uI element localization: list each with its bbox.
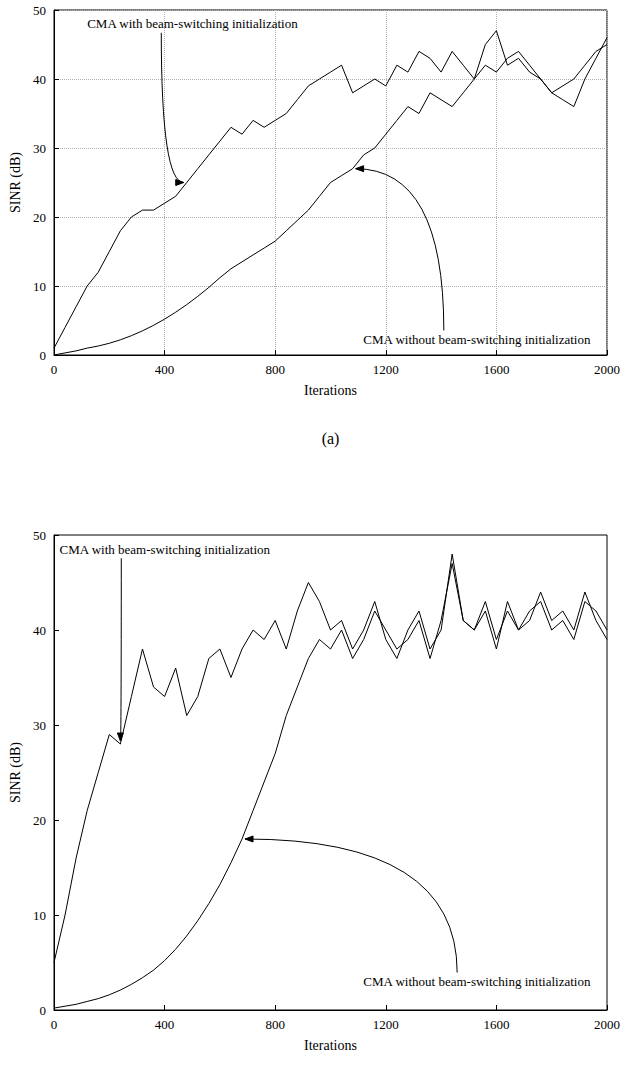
- svg-text:CMA with beam-switching initia: CMA with beam-switching initialization: [60, 542, 271, 557]
- svg-text:50: 50: [33, 3, 46, 18]
- svg-text:0: 0: [51, 1017, 58, 1032]
- svg-text:0: 0: [40, 1003, 47, 1018]
- svg-text:2000: 2000: [594, 362, 620, 377]
- svg-text:400: 400: [155, 362, 175, 377]
- svg-text:800: 800: [265, 1017, 285, 1032]
- svg-text:20: 20: [33, 210, 46, 225]
- svg-text:30: 30: [33, 718, 46, 733]
- svg-text:800: 800: [265, 362, 285, 377]
- svg-text:10: 10: [33, 908, 46, 923]
- svg-text:0: 0: [40, 348, 47, 363]
- svg-text:Iterations: Iterations: [304, 383, 357, 398]
- svg-text:10: 10: [33, 279, 46, 294]
- svg-text:CMA without beam-switching ini: CMA without beam-switching initializatio…: [363, 974, 591, 989]
- svg-text:CMA with beam-switching initia: CMA with beam-switching initialization: [87, 16, 298, 31]
- svg-text:40: 40: [33, 623, 46, 638]
- svg-text:50: 50: [33, 528, 46, 543]
- svg-text:30: 30: [33, 141, 46, 156]
- svg-text:0: 0: [51, 362, 58, 377]
- svg-text:1600: 1600: [483, 362, 509, 377]
- svg-text:1200: 1200: [373, 362, 399, 377]
- svg-text:40: 40: [33, 72, 46, 87]
- svg-text:1200: 1200: [373, 1017, 399, 1032]
- svg-text:SINR (dB): SINR (dB): [8, 742, 24, 803]
- svg-text:2000: 2000: [594, 1017, 620, 1032]
- svg-text:CMA without beam-switching ini: CMA without beam-switching initializatio…: [363, 332, 591, 347]
- svg-text:20: 20: [33, 813, 46, 828]
- svg-text:SINR (dB): SINR (dB): [8, 152, 24, 213]
- svg-text:1600: 1600: [483, 1017, 509, 1032]
- svg-text:Iterations: Iterations: [304, 1038, 357, 1053]
- svg-text:400: 400: [155, 1017, 175, 1032]
- svg-text:(a): (a): [322, 430, 340, 448]
